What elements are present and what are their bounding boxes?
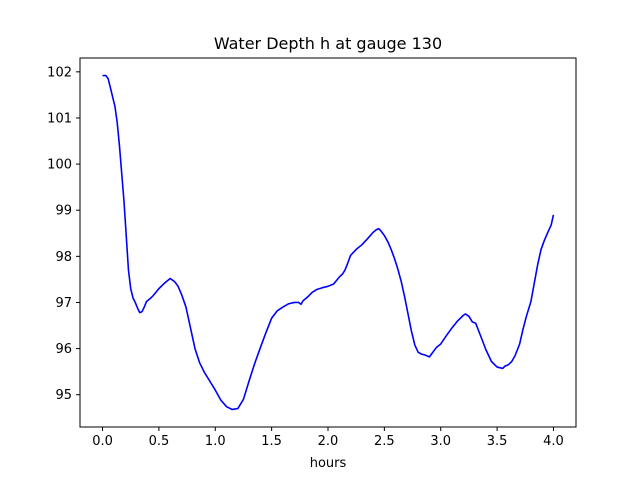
x-tick-label: 2.0 [318, 434, 339, 449]
y-tick-label: 97 [55, 296, 72, 311]
x-tick-label: 1.0 [205, 434, 226, 449]
x-tick-label: 3.5 [487, 434, 508, 449]
axis-ticks: 0.0 0.5 1.0 1.5 2.0 2.5 3.0 3.5 4.0 95 96 97 98 99 100… [47, 65, 564, 449]
y-tick-label: 95 [55, 388, 72, 403]
x-tick-label: 0.5 [149, 434, 170, 449]
x-tick-label: 4.0 [543, 434, 564, 449]
x-tick-label: 1.5 [261, 434, 282, 449]
y-tick-label: 102 [47, 65, 72, 80]
y-tick-label: 100 [47, 158, 72, 173]
x-tick-label: 0.0 [92, 434, 113, 449]
series-line [102, 74, 555, 411]
y-tick-label: 98 [55, 250, 72, 265]
x-tick-label: 2.5 [374, 434, 395, 449]
y-tick-label: 99 [55, 204, 72, 219]
x-tick-label: 3.0 [430, 434, 451, 449]
plot-area [102, 74, 555, 411]
chart-title: Water Depth h at gauge 130 [214, 34, 442, 53]
axes-frame [79, 57, 577, 428]
x-axis-label: hours [310, 456, 347, 471]
y-tick-label: 96 [55, 342, 72, 357]
y-tick-label: 101 [47, 111, 72, 126]
